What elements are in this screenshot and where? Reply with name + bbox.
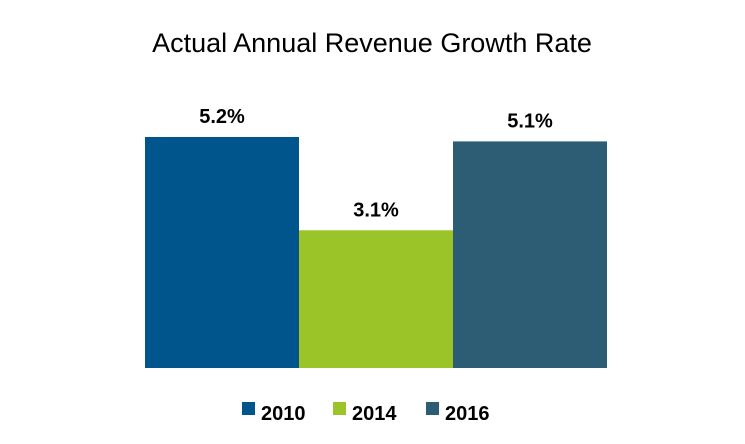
bars-group (145, 137, 607, 368)
data-labels-group: 5.2% 3.1% 5.1% (199, 106, 553, 221)
bar-2010 (145, 137, 299, 368)
legend: 2010 2014 2016 (242, 402, 490, 425)
legend-swatch-2010 (242, 402, 255, 415)
legend-swatch-2014 (333, 402, 346, 415)
legend-label-2016: 2016 (445, 403, 490, 425)
data-label-2016: 5.1% (507, 110, 553, 132)
data-label-2010: 5.2% (199, 106, 245, 128)
legend-label-2014: 2014 (352, 403, 397, 425)
data-label-2014: 3.1% (353, 199, 399, 221)
legend-swatch-2016 (426, 402, 439, 415)
chart-title: Actual Annual Revenue Growth Rate (152, 28, 592, 58)
bar-2014 (299, 230, 453, 368)
bar-2016 (453, 141, 607, 368)
legend-label-2010: 2010 (261, 403, 306, 425)
